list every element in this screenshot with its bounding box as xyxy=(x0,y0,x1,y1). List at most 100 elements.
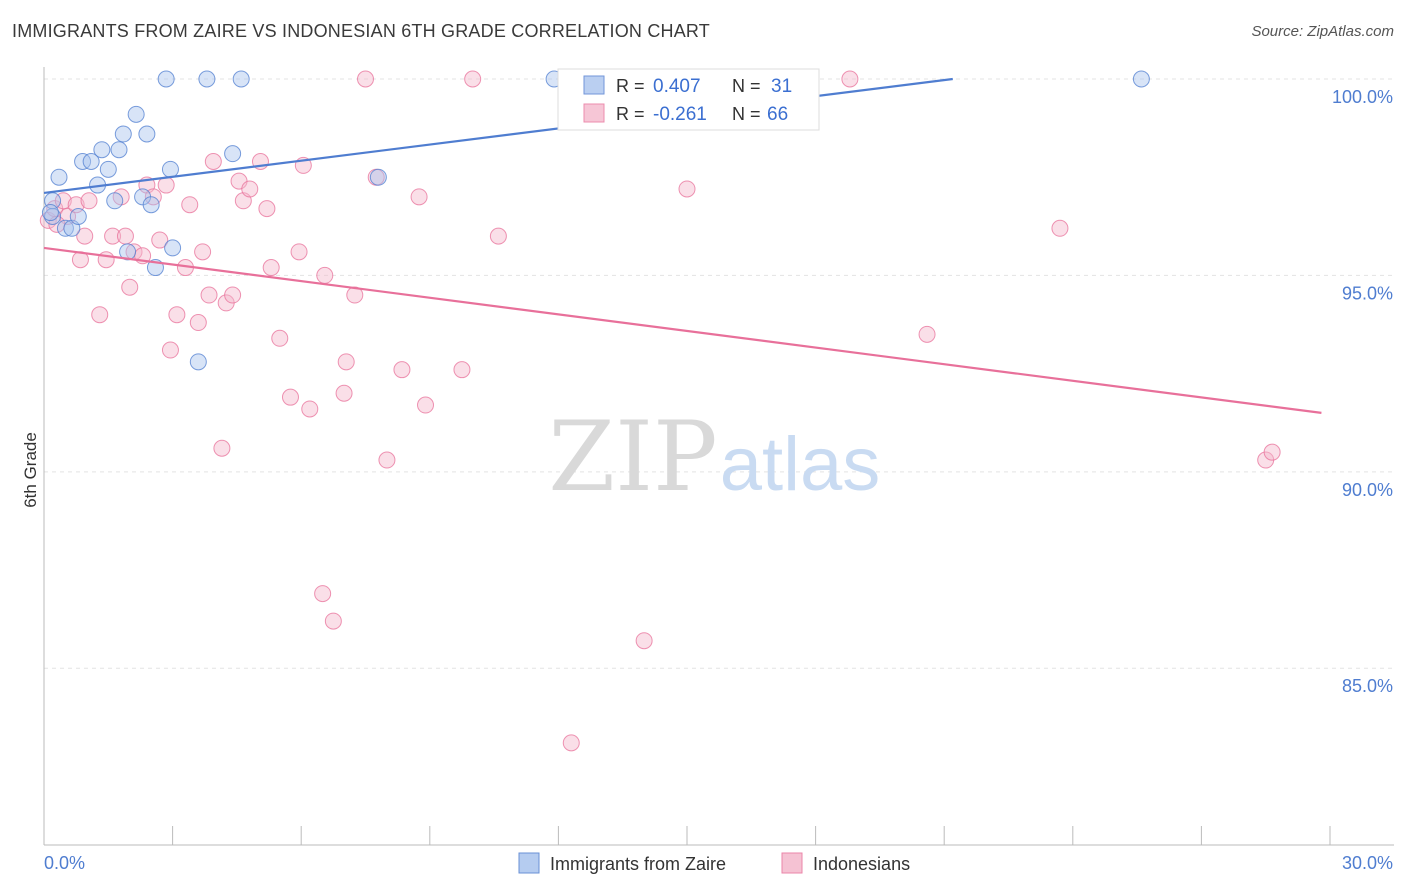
indonesian-point xyxy=(224,286,242,304)
stats-r-value-1: 0.407 xyxy=(653,76,701,97)
legend-label-zaire: Immigrants from Zaire xyxy=(550,854,726,874)
stats-r-label-1: R = xyxy=(616,76,645,96)
indonesian-point xyxy=(562,734,580,752)
indonesian-point xyxy=(410,188,428,206)
stats-swatch-zaire xyxy=(583,75,605,95)
indonesian-point xyxy=(464,70,482,88)
indonesian-point xyxy=(204,152,222,170)
watermark: ZIP atlas xyxy=(548,401,880,513)
indonesian-point xyxy=(335,384,353,402)
indonesian-point xyxy=(1051,219,1069,237)
indonesian-point xyxy=(213,439,231,457)
legend-label-indonesians: Indonesians xyxy=(813,854,910,874)
zaire-point xyxy=(127,105,145,123)
indonesian-point xyxy=(157,176,175,194)
zaire-point xyxy=(157,70,175,88)
indonesian-point xyxy=(678,180,696,198)
indonesian-point xyxy=(290,243,308,261)
indonesian-point xyxy=(635,632,653,650)
zaire-point xyxy=(106,192,124,210)
indonesian-point xyxy=(417,396,435,414)
legend-swatch-indonesians xyxy=(781,852,803,874)
indonesian-point xyxy=(97,251,115,269)
zaire-point xyxy=(74,152,92,170)
indonesian-point xyxy=(80,192,98,210)
stats-n-label-1: N = xyxy=(732,76,761,96)
indonesian-point xyxy=(91,306,109,324)
indonesian-point xyxy=(161,341,179,359)
indonesian-point xyxy=(314,585,332,603)
indonesian-trend-line xyxy=(43,246,1322,414)
stats-r-label-2: R = xyxy=(616,104,645,124)
indonesian-point xyxy=(121,278,139,296)
x-tick-labels: 0.0% 30.0% xyxy=(44,853,1393,873)
indonesian-point xyxy=(262,259,280,277)
zaire-point xyxy=(164,239,182,257)
zaire-point xyxy=(1132,70,1150,88)
indonesian-point xyxy=(194,243,212,261)
stats-n-value-1: 31 xyxy=(771,76,792,97)
indonesian-point xyxy=(189,314,207,332)
zaire-point xyxy=(69,207,87,225)
zaire-point xyxy=(232,70,250,88)
indonesian-point xyxy=(271,329,289,347)
indonesian-point xyxy=(151,231,169,249)
indonesian-point xyxy=(104,227,122,245)
watermark-zip: ZIP xyxy=(548,401,717,513)
indonesian-point xyxy=(1263,443,1281,461)
indonesian-point xyxy=(316,266,334,284)
axes xyxy=(43,67,1394,846)
legend-swatch-zaire xyxy=(518,852,540,874)
zaire-point xyxy=(110,141,128,159)
indonesian-point xyxy=(116,227,134,245)
indonesian-point xyxy=(200,286,218,304)
y-tick-label: 100.0% xyxy=(1332,87,1393,107)
indonesian-point xyxy=(378,451,396,469)
indonesian-point xyxy=(241,180,259,198)
y-tick-label: 90.0% xyxy=(1342,480,1393,500)
indonesian-point xyxy=(453,361,471,379)
zaire-point xyxy=(82,152,100,170)
stats-r-value-2: -0.261 xyxy=(653,104,707,125)
zaire-point xyxy=(198,70,216,88)
zaire-point xyxy=(41,204,59,222)
zaire-point xyxy=(50,168,68,186)
y-tick-label: 95.0% xyxy=(1342,283,1393,303)
indonesian-point xyxy=(337,353,355,371)
watermark-atlas: atlas xyxy=(720,422,881,507)
indonesian-point xyxy=(168,306,186,324)
stats-n-value-2: 66 xyxy=(767,104,788,125)
stats-n-label-2: N = xyxy=(732,104,761,124)
indonesian-point xyxy=(918,325,936,343)
zaire-point xyxy=(189,353,207,371)
zaire-point xyxy=(114,125,132,143)
zaire-point xyxy=(369,168,387,186)
indonesian-point xyxy=(841,70,859,88)
indonesian-point xyxy=(281,388,299,406)
zaire-point xyxy=(224,145,242,163)
y-tick-labels: 100.0% 95.0% 90.0% 85.0% xyxy=(1332,87,1393,696)
indonesian-point xyxy=(301,400,319,418)
legend: Immigrants from Zaire Indonesians xyxy=(518,852,910,874)
indonesian-point xyxy=(181,196,199,214)
zaire-point xyxy=(142,196,160,214)
indonesian-point xyxy=(489,227,507,245)
y-tick-label: 85.0% xyxy=(1342,676,1393,696)
zaire-point xyxy=(161,160,179,178)
chart-source: Source: ZipAtlas.com xyxy=(1251,23,1394,40)
zaire-point xyxy=(56,219,74,237)
indonesian-point xyxy=(393,361,411,379)
zaire-point xyxy=(119,243,137,261)
stats-box: R = 0.407 N = 31 R = -0.261 N = 66 xyxy=(557,68,820,131)
zaire-point xyxy=(138,125,156,143)
y-axis-title: 6th Grade xyxy=(21,432,40,508)
x-tick-label: 0.0% xyxy=(44,853,85,873)
chart-title: IMMIGRANTS FROM ZAIRE VS INDONESIAN 6TH … xyxy=(12,21,710,41)
indonesian-point xyxy=(324,612,342,630)
zaire-point xyxy=(99,160,117,178)
stats-swatch-indonesians xyxy=(583,103,605,123)
indonesian-point xyxy=(76,227,94,245)
x-tick-label: 30.0% xyxy=(1342,853,1393,873)
zaire-point xyxy=(93,141,111,159)
